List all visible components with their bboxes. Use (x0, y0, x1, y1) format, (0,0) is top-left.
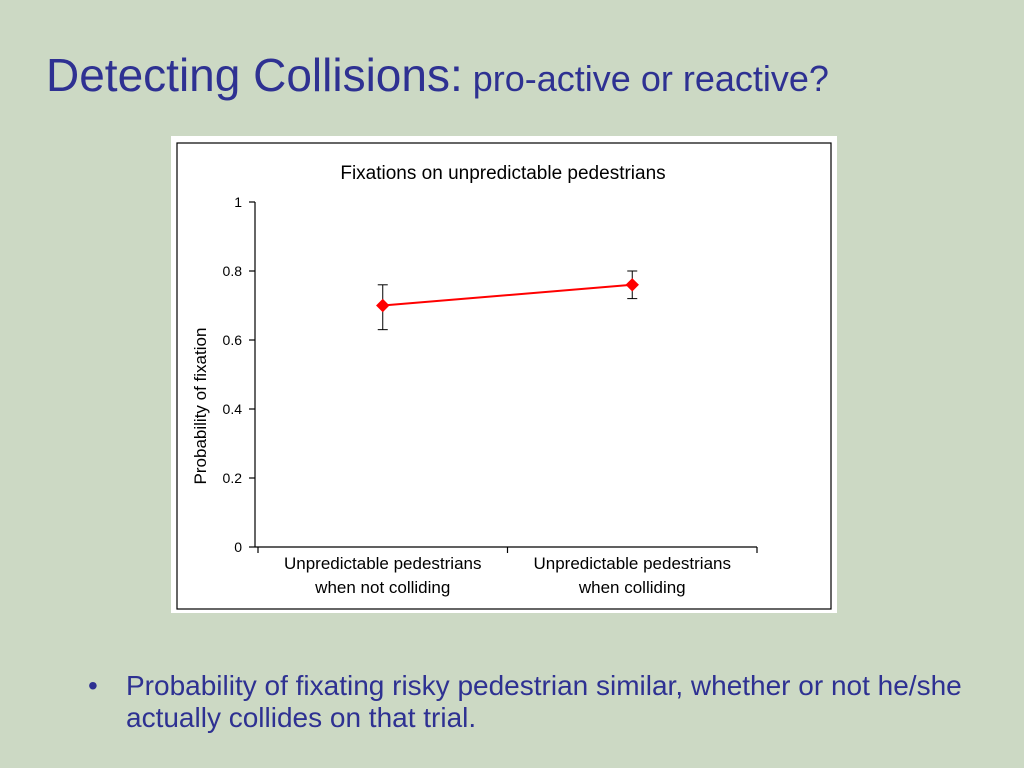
y-axis-label: Probability of fixation (191, 328, 210, 485)
x-tick-label: Unpredictable pedestrians when not collid… (284, 554, 482, 597)
y-tick-label: 0 (234, 539, 242, 555)
slide-title: Detecting Collisions: pro-active or reac… (46, 48, 829, 102)
bullet-text: Probability of fixating risky pedestrian… (126, 670, 962, 733)
x-tick-label-line: when colliding (578, 578, 686, 597)
x-tick-label-line: Unpredictable pedestrians (533, 554, 731, 573)
data-point (625, 278, 639, 292)
y-tick-label: 0.4 (223, 401, 243, 417)
series-line (382, 283, 633, 307)
bullet-dot: • (88, 670, 98, 701)
chart-border (176, 142, 832, 610)
y-tick-label: 0.8 (223, 263, 243, 279)
data-point (376, 298, 390, 313)
x-tick-label-line: Unpredictable pedestrians (284, 554, 482, 573)
x-tick-label: Unpredictable pedestrians when colliding (533, 554, 731, 597)
y-tick-label: 0.2 (223, 470, 243, 486)
y-tick-label: 0.6 (223, 332, 243, 348)
chart-title: Fixations on unpredictable pedestrians (340, 163, 665, 184)
bullet-list: • Probability of fixating risky pedestri… (86, 670, 986, 734)
x-tick-label-line: when not colliding (314, 578, 450, 597)
slide-title-main: Detecting Collisions: (46, 49, 463, 101)
bullet-item: • Probability of fixating risky pedestri… (86, 670, 986, 734)
line-chart: Fixations on unpredictable pedestrians P… (176, 142, 832, 610)
chart-frame: Fixations on unpredictable pedestrians P… (171, 136, 837, 613)
slide-title-sub: pro-active or reactive? (462, 58, 829, 99)
y-tick-label: 1 (234, 194, 242, 210)
